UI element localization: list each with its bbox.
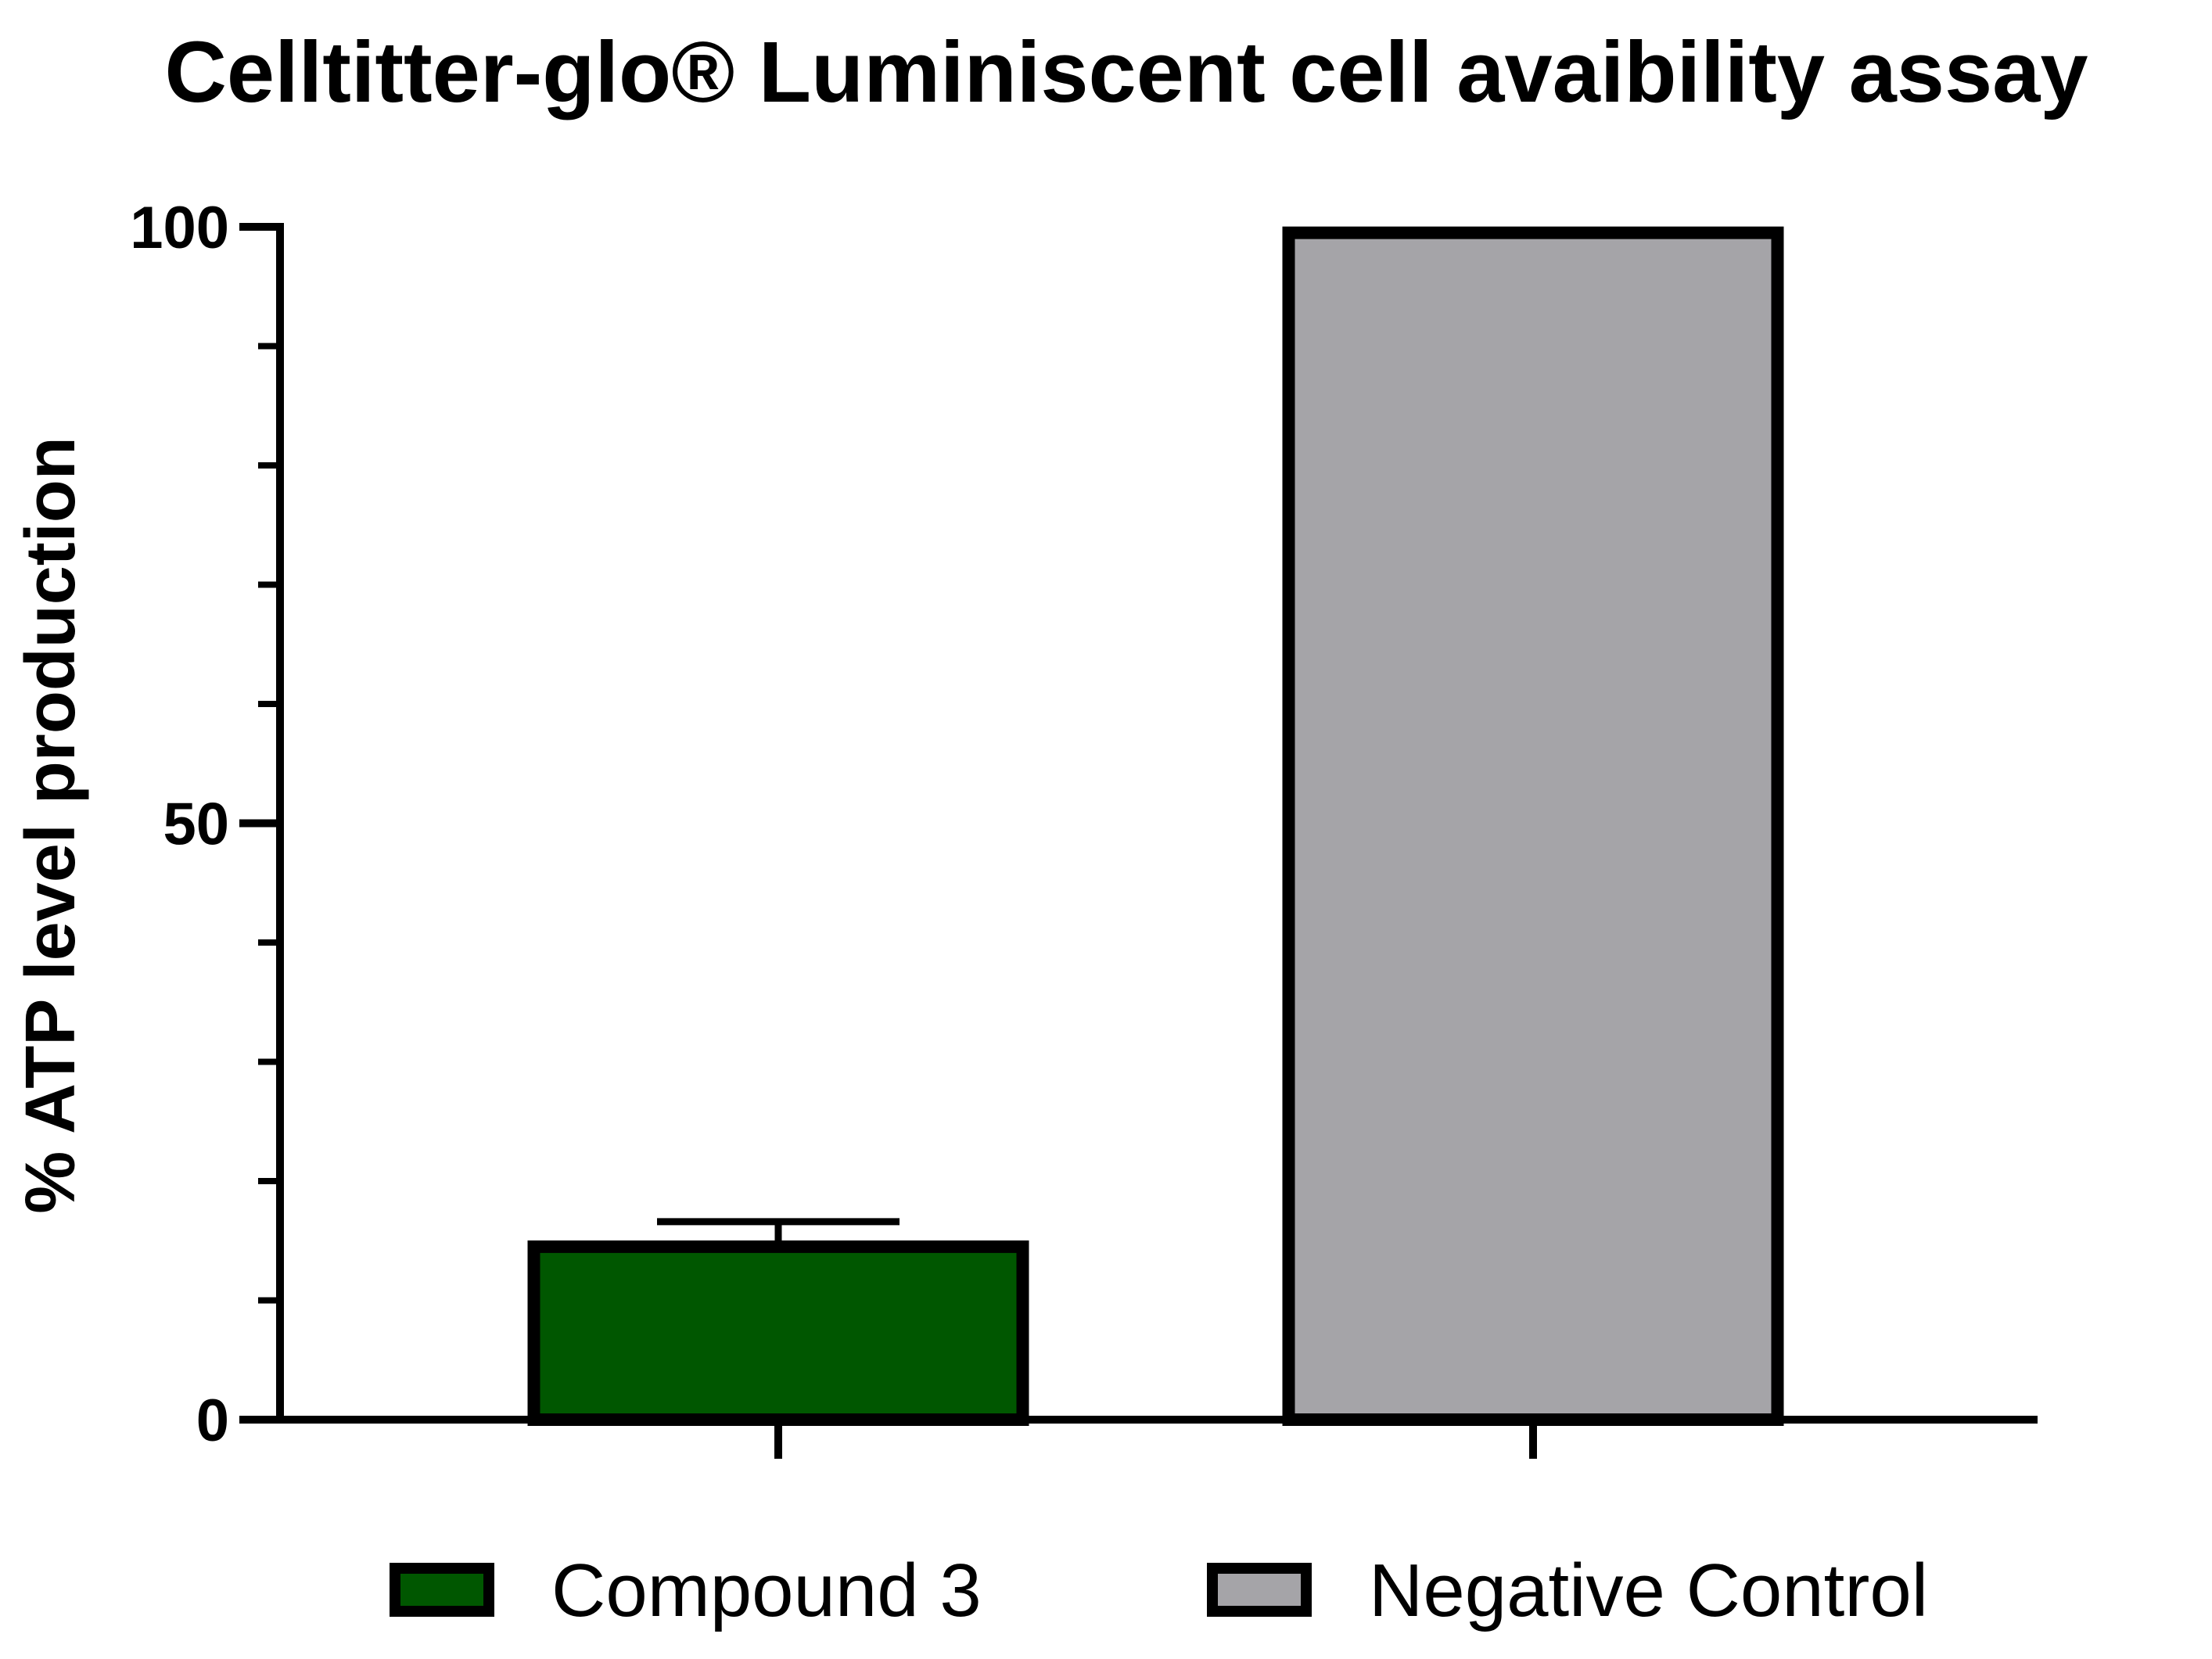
bar-negative-control (1282, 226, 1784, 1426)
chart-title: Celltitter-glo® Luminiscent cell avaibil… (164, 24, 2088, 120)
y-ticks-group: 0 50 100 (130, 195, 280, 1454)
y-tick-label: 0 (196, 1388, 229, 1454)
y-tick-label: 100 (130, 195, 229, 261)
bar-compound-3 (527, 1240, 1029, 1426)
legend-swatch-compound-3 (390, 1563, 494, 1617)
legend-label-negative-control: Negative Control (1369, 1549, 1928, 1632)
bars-group (527, 226, 1784, 1426)
legend-label-compound-3: Compound 3 (551, 1549, 982, 1632)
legend: Compound 3 Negative Control (390, 1549, 1928, 1632)
y-tick-label: 50 (163, 792, 229, 858)
y-axis-label: % ATP level production (12, 436, 90, 1213)
legend-swatch-negative-control (1207, 1563, 1312, 1617)
error-bars-group (657, 1218, 900, 1247)
